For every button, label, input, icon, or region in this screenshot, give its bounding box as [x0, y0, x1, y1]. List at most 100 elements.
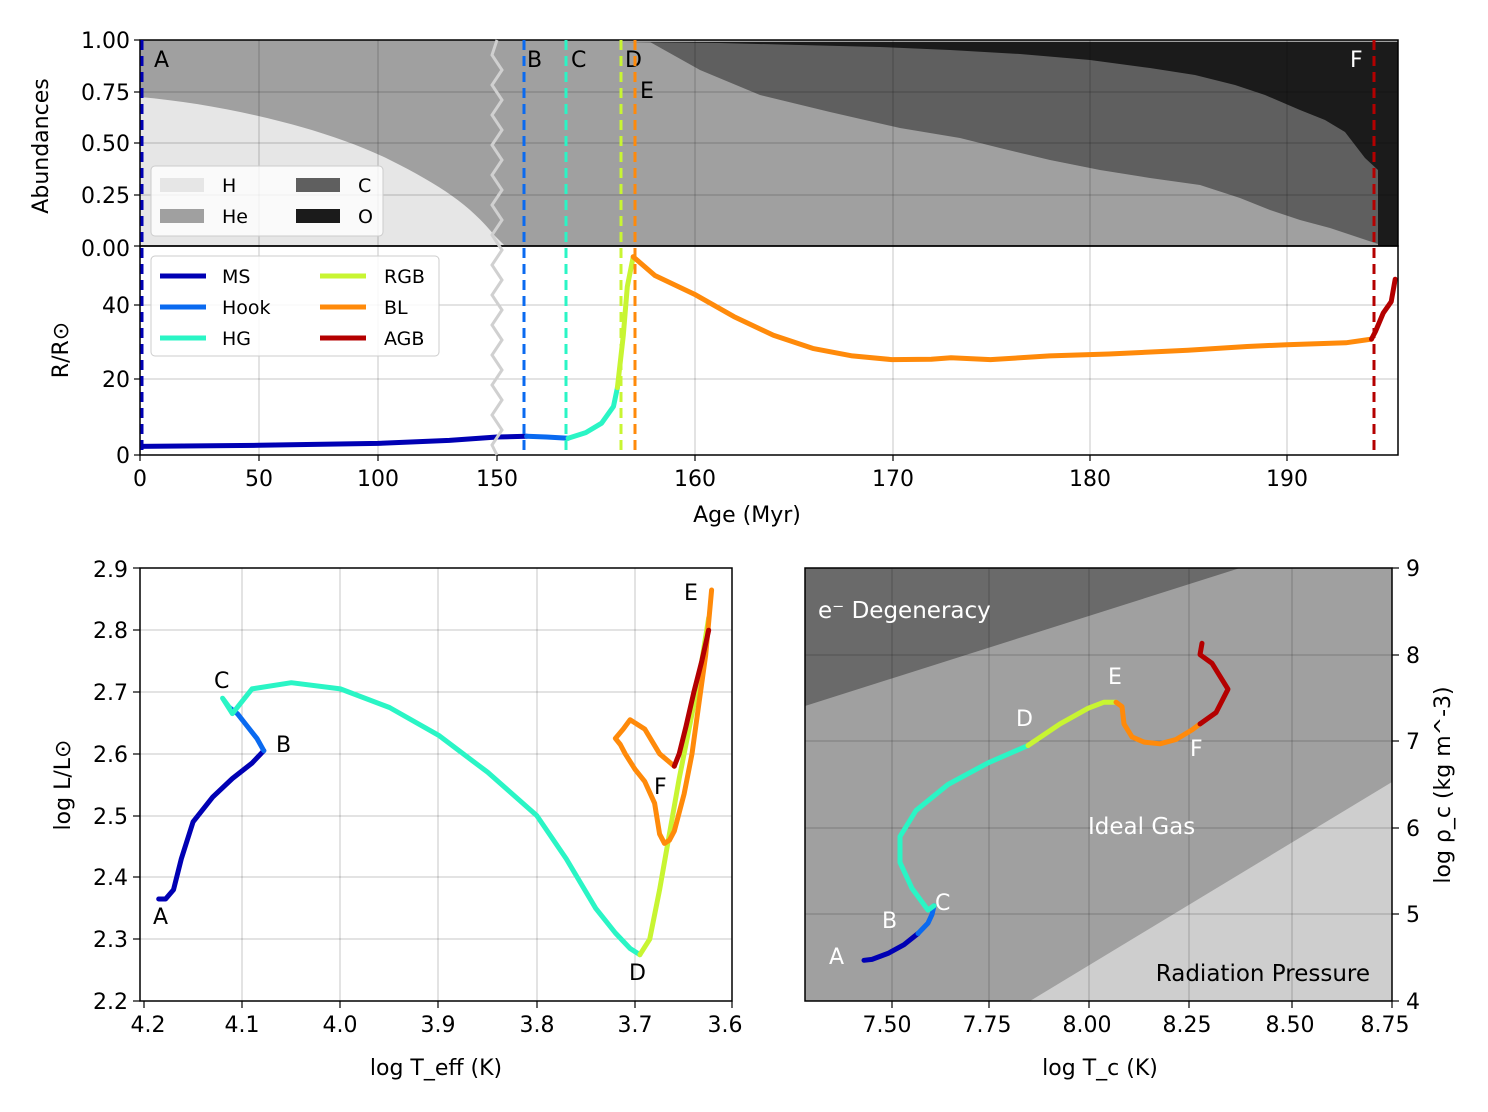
- rho-series-hook: [915, 903, 937, 936]
- hr-series-hg: [220, 680, 643, 958]
- legend-label-ms: MS: [222, 266, 250, 288]
- radius-series-bl: [630, 254, 1374, 363]
- hr-ytick: 2.8: [93, 619, 128, 644]
- age-xtick: 50: [245, 467, 273, 492]
- radiation-pressure-region: [1030, 782, 1392, 1001]
- abundances-legend: H He C O: [150, 165, 384, 237]
- region-label-ideal-gas: Ideal Gas: [1088, 814, 1195, 840]
- rho-series-agb: [1197, 640, 1231, 727]
- marker-label-c: C: [571, 48, 586, 73]
- rho-ylabel: log ρ_c (kg m^-3): [1431, 686, 1456, 883]
- age-xlabel: Age (Myr): [693, 503, 801, 528]
- abund-ytick: 0.25: [81, 184, 130, 209]
- legend-label-rgb: RGB: [384, 266, 425, 288]
- abundances-panel: 1.00 0.75 0.50 0.25 0.00 Abundances H He…: [29, 29, 1399, 262]
- hr-point-d: D: [629, 961, 646, 986]
- radius-series-hg: [565, 385, 620, 441]
- rho-series-hg: [897, 743, 1031, 913]
- hr-xtick: 3.7: [618, 1013, 653, 1038]
- marker-label-e: E: [640, 79, 654, 104]
- radius-frame: [139, 245, 1399, 456]
- rho-ytick: 6: [1406, 817, 1420, 842]
- hr-xlabel: log T_eff (K): [370, 1056, 502, 1081]
- rho-xlabel: log T_c (K): [1042, 1056, 1158, 1081]
- hr-xtick: 3.8: [520, 1013, 555, 1038]
- axis-break-zigzag: [490, 39, 504, 456]
- legend-swatch-o: [296, 209, 340, 223]
- legend-label-c: C: [358, 175, 371, 197]
- hr-ticks: [133, 567, 733, 1008]
- marker-label-d: D: [625, 48, 642, 73]
- legend-label-he: He: [222, 206, 248, 228]
- rho-ytick: 4: [1406, 990, 1420, 1015]
- hr-point-f: F: [654, 775, 667, 800]
- phase-boundary-lines: [140, 39, 1376, 456]
- central-conditions-panel: 7.50 7.75 8.00 8.25 8.50 8.75 4 5 6 7 8 …: [804, 557, 1456, 1081]
- hr-ytick: 2.5: [93, 805, 128, 830]
- radius-ytick: 20: [102, 368, 130, 393]
- age-xtick: 180: [1069, 467, 1111, 492]
- radius-ytick: 40: [102, 294, 130, 319]
- rho-ytick: 8: [1406, 644, 1420, 669]
- rho-xtick: 7.50: [863, 1013, 912, 1038]
- hr-ytick: 2.6: [93, 743, 128, 768]
- abundances-ylabel: Abundances: [29, 78, 54, 213]
- radius-ylabel: R/R⊙: [49, 322, 74, 378]
- region-label-degeneracy: e⁻ Degeneracy: [818, 598, 991, 624]
- rho-point-a: A: [829, 945, 844, 970]
- age-xtick: 170: [872, 467, 914, 492]
- rho-xtick: 8.00: [1063, 1013, 1112, 1038]
- hr-diagram-panel: 4.2 4.1 4.0 3.9 3.8 3.7 3.6 2.2 2.3 2.4 …: [51, 558, 743, 1081]
- hr-point-a: A: [153, 905, 168, 930]
- legend-swatch-he: [160, 209, 204, 223]
- legend-label-h: H: [222, 175, 236, 197]
- marker-label-b: B: [527, 48, 542, 73]
- age-xtick: 160: [674, 467, 716, 492]
- rho-ytick: 5: [1406, 903, 1420, 928]
- radius-panel: 0 20 40 R/R⊙ 0 50 100 150 160 170 180 19…: [49, 245, 1399, 528]
- hr-frame: [139, 567, 733, 1002]
- rho-series-ms: [861, 931, 921, 963]
- age-xtick: 0: [133, 467, 147, 492]
- radius-series-ms: [140, 433, 530, 449]
- radius-series-hook: [524, 433, 571, 441]
- age-x-ticks: [139, 455, 1288, 461]
- hr-series-bl: [612, 587, 715, 846]
- rho-frame: [804, 567, 1393, 1002]
- rho-ytick: 7: [1406, 730, 1420, 755]
- hr-xtick: 4.1: [225, 1013, 260, 1038]
- regime-regions: [805, 568, 1392, 1001]
- legend-label-agb: AGB: [384, 328, 424, 350]
- legend-label-o: O: [358, 206, 373, 228]
- age-xtick: 190: [1266, 467, 1308, 492]
- hr-ytick: 2.9: [93, 558, 128, 583]
- o-area: [625, 42, 1378, 170]
- rho-point-c: C: [935, 891, 950, 916]
- c-area: [625, 42, 1378, 244]
- legend-label-bl: BL: [384, 297, 408, 319]
- rho-ticks: [891, 567, 1399, 1008]
- legend-label-hg: HG: [222, 328, 251, 350]
- radius-lines: [140, 254, 1398, 449]
- hr-ytick: 2.2: [93, 990, 128, 1015]
- marker-label-a: A: [154, 48, 169, 73]
- marker-label-f: F: [1350, 48, 1363, 73]
- legend-swatch-h: [160, 178, 204, 192]
- legend-label-hook: Hook: [222, 297, 271, 319]
- abund-ytick: 0.00: [81, 237, 130, 262]
- abundances-y-ticks: [134, 39, 140, 247]
- late-envelope: [1378, 42, 1398, 246]
- rho-point-b: B: [882, 909, 897, 934]
- hr-point-c: C: [214, 669, 229, 694]
- phase-legend: MS Hook HG RGB BL AGB: [150, 255, 440, 357]
- rho-xtick: 8.75: [1361, 1013, 1410, 1038]
- legend-swatch-c: [296, 178, 340, 192]
- rho-point-f: F: [1190, 737, 1203, 762]
- abund-ytick: 0.50: [81, 132, 130, 157]
- region-label-radiation: Radiation Pressure: [1156, 961, 1370, 987]
- hr-gridlines: [140, 568, 732, 1001]
- abund-ytick: 0.75: [81, 81, 130, 106]
- radius-ytick: 0: [116, 444, 130, 469]
- hr-series-ms: [156, 748, 267, 902]
